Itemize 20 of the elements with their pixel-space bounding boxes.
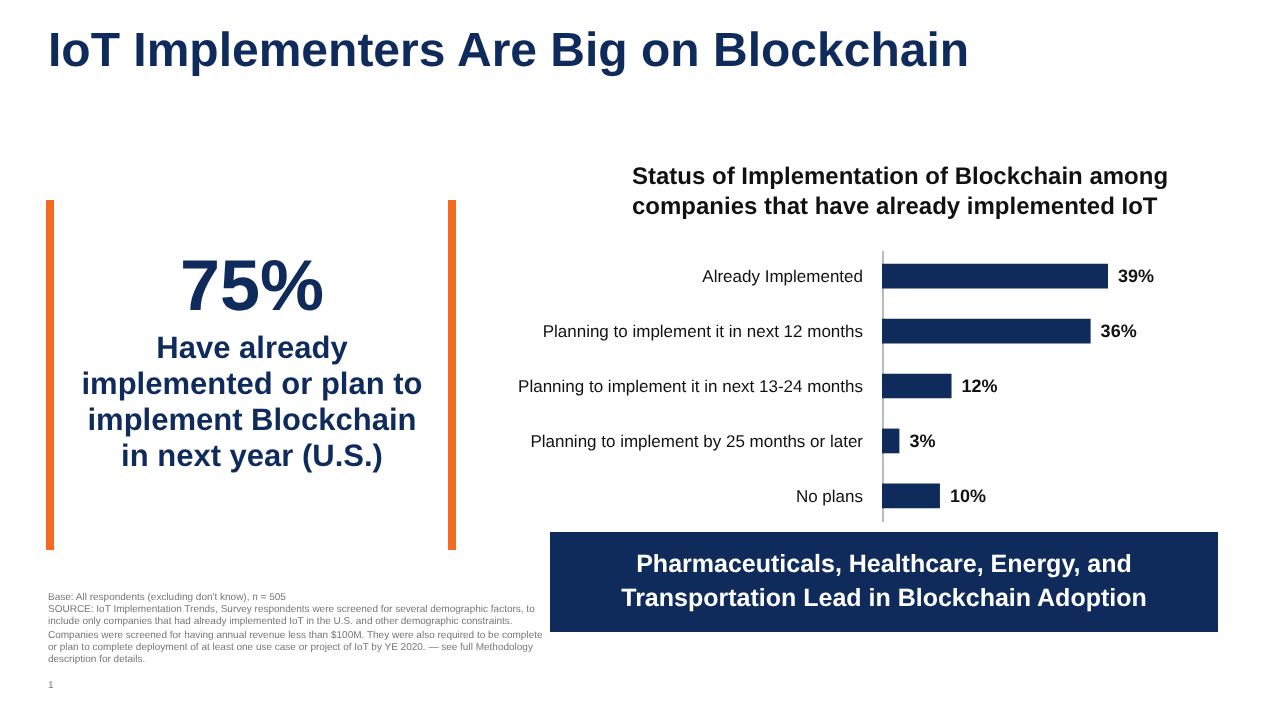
y-tick-label: Planning to implement it in next 13-24 months <box>518 376 863 396</box>
data-label: 3% <box>909 430 936 451</box>
y-tick-label: Planning to implement it in next 12 months <box>542 321 863 342</box>
data-label: 10% <box>949 485 986 506</box>
bar <box>882 318 1091 344</box>
text: 75% <box>177 244 327 328</box>
bar <box>882 373 952 399</box>
y-tick-label: No plans <box>795 485 863 506</box>
bar <box>882 263 1108 289</box>
chart-title: Status of Implementation of Blockchain among companies that have already implemented IoT <box>632 162 1171 222</box>
data-label: 39% <box>1118 266 1155 287</box>
text: Have already implemented or plan to implement Blockchain in next year (U.S.) <box>79 332 425 476</box>
data-label: 12% <box>961 376 998 396</box>
bar <box>882 483 940 509</box>
text: IoT Implementers Are Big on Blockchain <box>48 24 970 80</box>
y-tick-label: Already Implemented <box>702 266 864 287</box>
bar <box>882 428 900 454</box>
data-label: 36% <box>1100 321 1137 342</box>
text: Pharmaceuticals, Healthcare, Energy, and Transportation Lead in Blockchain Adoption <box>550 532 1218 632</box>
y-tick-label: Planning to implement by 25 months or later <box>530 430 864 451</box>
